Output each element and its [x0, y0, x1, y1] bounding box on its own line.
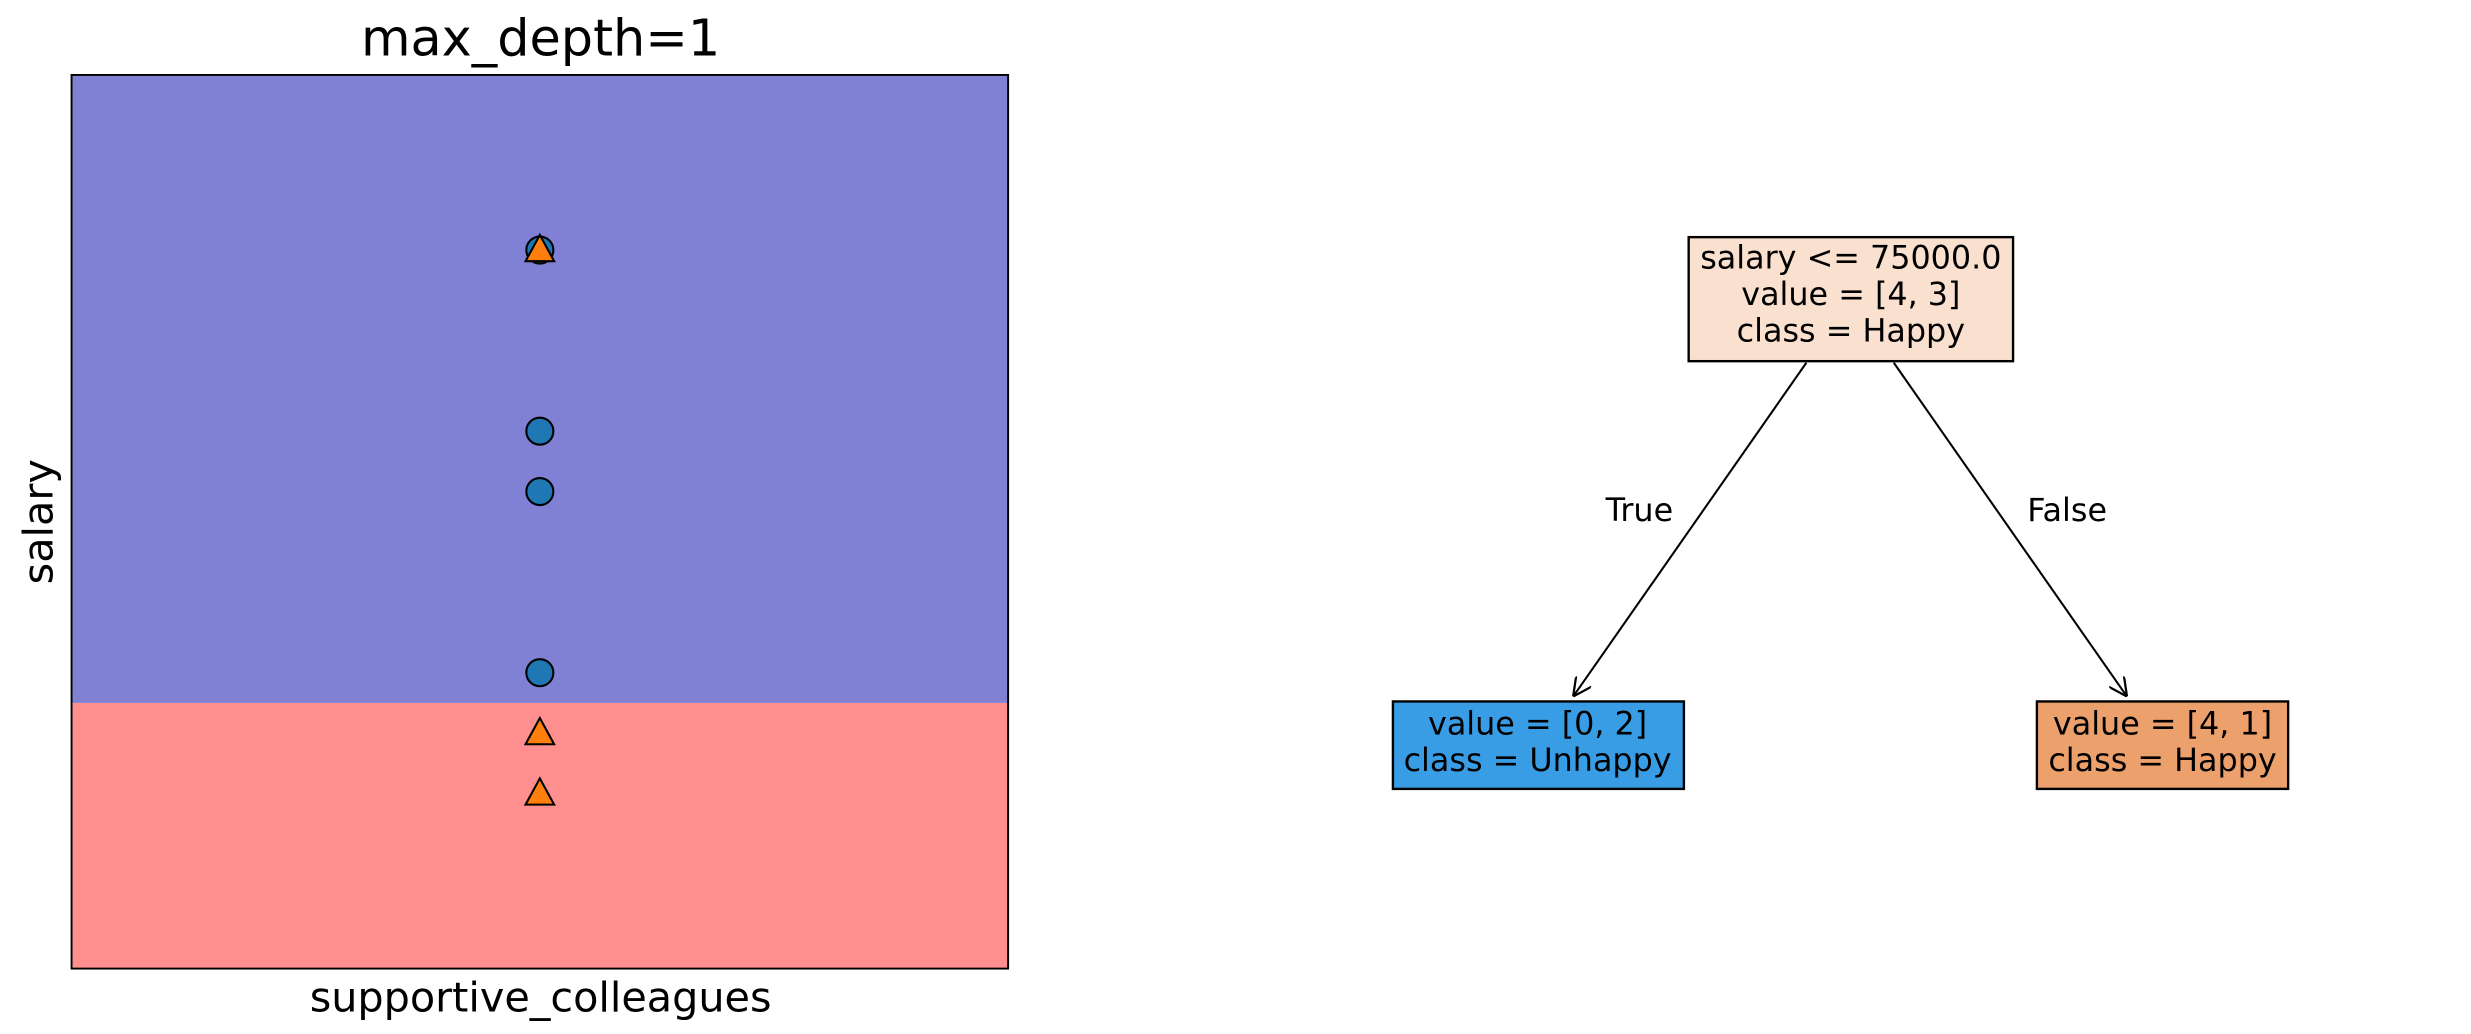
region-above — [71, 74, 1009, 703]
plot-frame — [70, 74, 1010, 970]
point — [523, 715, 556, 746]
point — [525, 658, 555, 688]
edge — [1892, 362, 2126, 695]
node-text: class = Unhappy — [1404, 742, 1672, 779]
edge — [1574, 362, 1808, 695]
node-text: class = Happy — [1737, 313, 1965, 350]
node-text: value = [4, 3] — [1741, 276, 1960, 313]
node-text: value = [0, 2] — [1428, 705, 1647, 742]
node-text: class = Happy — [2048, 742, 2276, 779]
point — [525, 416, 555, 446]
chart-title: max_depth=1 — [361, 9, 720, 68]
node-box — [1687, 235, 2015, 363]
y-axis-label: salary — [14, 459, 62, 584]
point — [525, 477, 555, 507]
tree: True False salary <= 75000.0 value = [4,… — [1391, 235, 2290, 791]
node-text: salary <= 75000.0 — [1700, 239, 2001, 276]
edge-label: False — [2027, 492, 2107, 529]
point — [523, 776, 556, 806]
node-text: value = [4, 1] — [2053, 705, 2272, 742]
edge-label: True — [1605, 492, 1674, 529]
plot — [70, 74, 1010, 970]
region-below — [71, 702, 1009, 969]
point — [523, 232, 556, 263]
x-axis-label: supportive_colleagues — [310, 973, 772, 1021]
node-box — [2035, 700, 2290, 791]
node-box — [1391, 700, 1686, 791]
